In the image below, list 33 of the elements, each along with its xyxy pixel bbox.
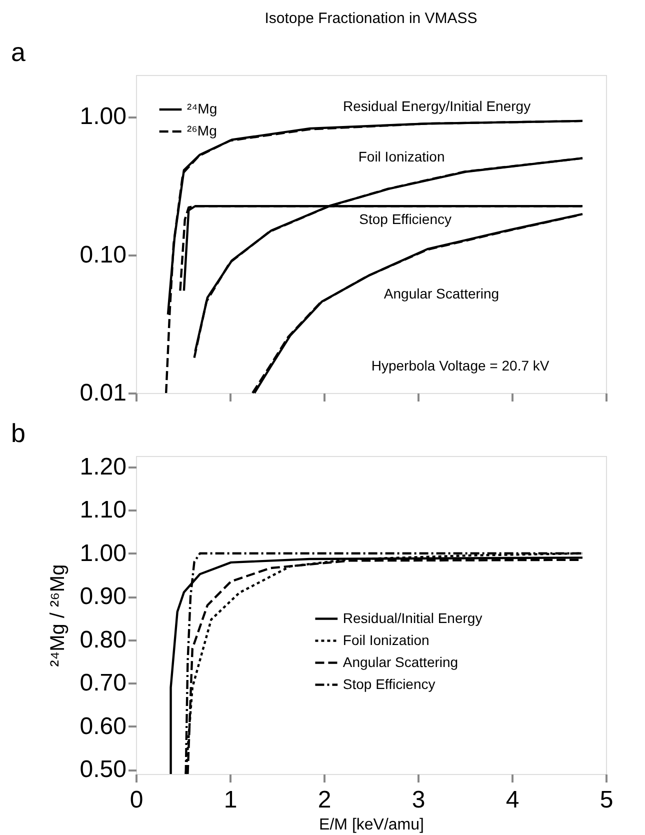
y-tick-label: 0.60 xyxy=(80,712,126,740)
legend-label: Residual/Initial Energy xyxy=(342,610,482,626)
y-tick-label: 0.80 xyxy=(80,626,126,654)
y-tick-label: 1.00 xyxy=(80,103,126,130)
annotation: Hyperbola Voltage = 20.7 kV xyxy=(371,358,550,374)
annotation: Stop Efficiency xyxy=(359,211,452,228)
x-tick-label: 5 xyxy=(600,786,614,814)
legend-label: Angular Scattering xyxy=(342,654,458,670)
annotation: Angular Scattering xyxy=(384,285,500,302)
y-axis-title: ²⁴Mg / ²⁶Mg xyxy=(46,564,69,667)
legend-label: Stop Efficiency xyxy=(342,676,436,692)
x-tick-label: 3 xyxy=(412,786,426,814)
y-tick-label: 0.90 xyxy=(80,583,126,610)
text: a xyxy=(11,37,26,67)
y-tick-label: 0.50 xyxy=(80,756,126,784)
y-tick-label: 1.20 xyxy=(80,453,126,480)
x-tick-label: 1 xyxy=(224,786,238,814)
legend-label: Foil Ionization xyxy=(342,632,430,648)
y-tick-label: 0.70 xyxy=(80,670,126,697)
x-tick-label: 4 xyxy=(506,786,520,814)
x-axis-title: E/M [keV/amu] xyxy=(319,816,424,834)
annotation: Foil Ionization xyxy=(358,148,445,165)
x-tick-label: 0 xyxy=(130,786,144,814)
legend-label: ²⁴Mg xyxy=(187,100,218,116)
text: b xyxy=(11,418,26,448)
y-tick-label: 1.10 xyxy=(80,496,126,524)
annotation: Residual Energy/Initial Energy xyxy=(343,98,531,114)
y-tick-label: 1.00 xyxy=(80,540,126,567)
y-tick-label: 0.10 xyxy=(80,241,126,268)
x-tick-label: 2 xyxy=(318,786,332,814)
chart-title: Isotope Fractionation in VMASS xyxy=(264,10,478,27)
y-tick-label: 0.01 xyxy=(80,380,126,406)
legend-label: ²⁶Mg xyxy=(187,122,217,138)
